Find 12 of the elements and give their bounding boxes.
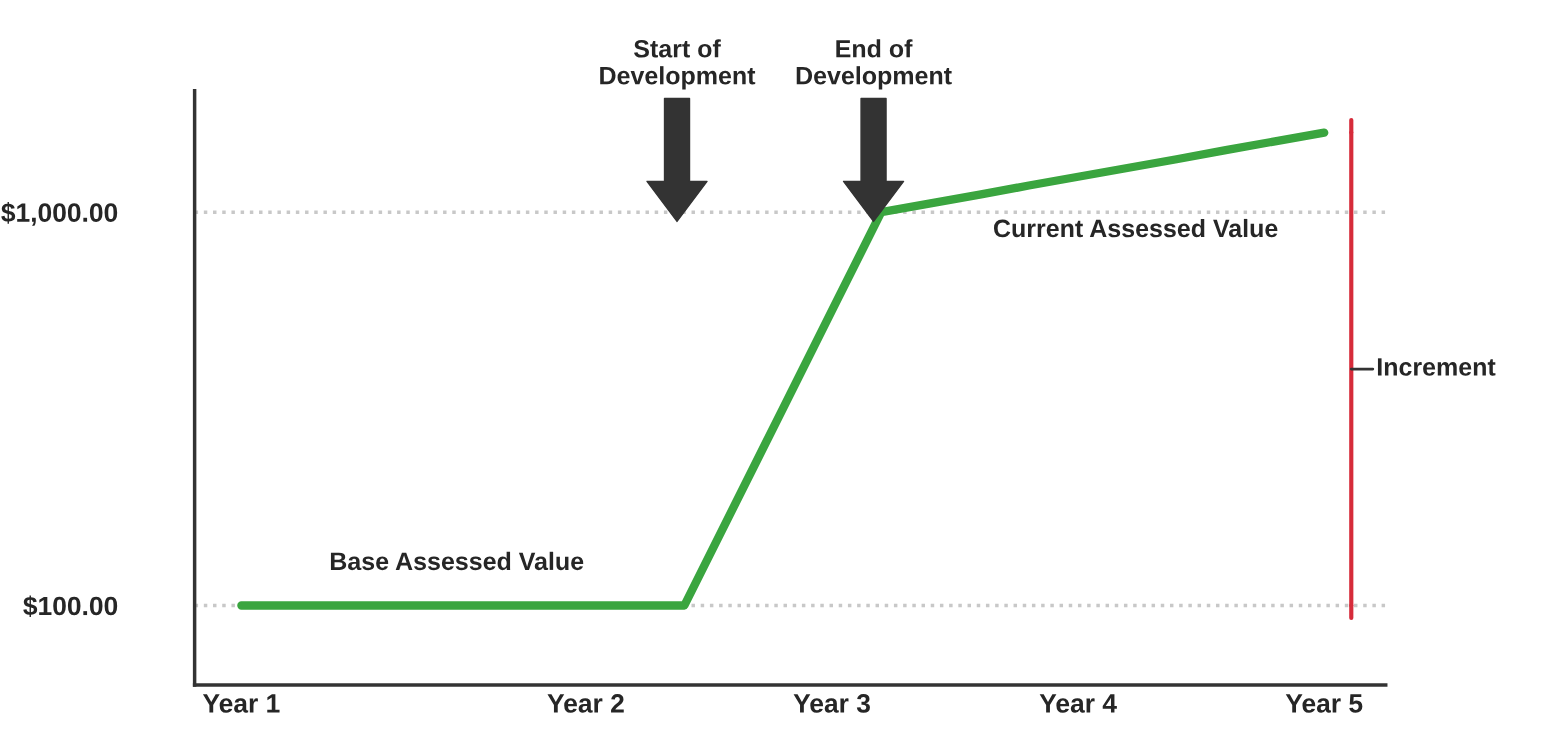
y-tick-label: $1,000.00 (1, 202, 118, 226)
annotation: Current Assessed Value (993, 218, 1278, 238)
x-tick-label: Year 3 (793, 694, 870, 713)
annotation: Base Assessed Value (330, 551, 584, 571)
x-tick-label: Year 5 (1285, 694, 1363, 713)
x-tick-label: Year 4 (1039, 694, 1117, 713)
annotation: Increment (1377, 358, 1496, 376)
text: End of Development (796, 39, 952, 90)
x-tick-label: Year 2 (547, 694, 624, 713)
text: Start of Development (600, 39, 756, 90)
x-tick-label: Year 1 (202, 694, 280, 713)
y-tick-label: $100.00 (23, 595, 118, 618)
